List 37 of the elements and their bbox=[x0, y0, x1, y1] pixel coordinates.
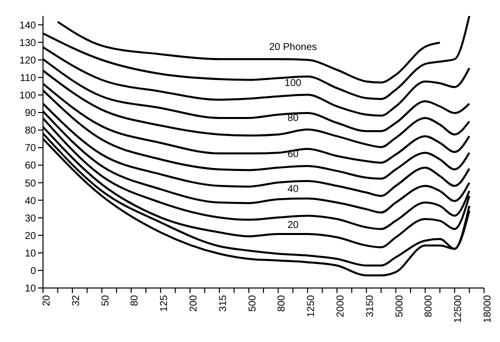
y-tick-label: 120 bbox=[19, 55, 36, 66]
y-tick-label: 110 bbox=[20, 72, 36, 84]
y-tick-label: 90 bbox=[24, 108, 36, 120]
annotation: 40 bbox=[286, 184, 300, 196]
x-tick-label: 32 bbox=[70, 294, 82, 306]
y-tick-label: 30 bbox=[24, 213, 36, 224]
y-tick-label: 40 bbox=[24, 196, 36, 207]
y-tick-label: 100 bbox=[19, 90, 36, 102]
x-tick-label: 18000 bbox=[482, 294, 494, 323]
annotation: 100 bbox=[284, 78, 302, 90]
annotation: 20 Phones bbox=[268, 42, 318, 54]
y-tick-label: 0 bbox=[30, 266, 36, 277]
x-tick-label: 20 bbox=[42, 294, 52, 306]
x-tick-label: 50 bbox=[100, 294, 112, 306]
x-tick-label: 80 bbox=[130, 294, 141, 306]
x-tick-label: 12500 bbox=[453, 294, 464, 323]
y-tick-label: 20 bbox=[24, 230, 36, 242]
x-tick-label: 8000 bbox=[424, 294, 435, 318]
x-tick-label: 2000 bbox=[336, 294, 346, 318]
y-tick-label: 10 bbox=[24, 284, 36, 295]
y-tick-label: 130 bbox=[19, 38, 36, 49]
x-tick-label: 5000 bbox=[394, 294, 406, 318]
y-tick-label: 60 bbox=[24, 160, 36, 172]
x-tick-label: 125 bbox=[159, 294, 170, 312]
y-tick-label: 80 bbox=[24, 126, 36, 137]
annotation: 80 bbox=[286, 113, 300, 125]
annotation: 20 bbox=[286, 220, 300, 232]
y-tick-label: 10 bbox=[24, 248, 36, 260]
x-tick-label: 500 bbox=[247, 294, 258, 312]
y-tick-label: 140 bbox=[19, 20, 36, 32]
x-tick-label: 315 bbox=[218, 294, 229, 312]
y-tick-label: 50 bbox=[24, 178, 36, 190]
y-tick-label: 70 bbox=[24, 143, 36, 154]
x-tick-label: 200 bbox=[188, 294, 200, 312]
x-tick-label: 1250 bbox=[306, 294, 318, 318]
x-tick-label: 3150 bbox=[364, 294, 376, 318]
x-tick-label: 800 bbox=[276, 294, 288, 312]
